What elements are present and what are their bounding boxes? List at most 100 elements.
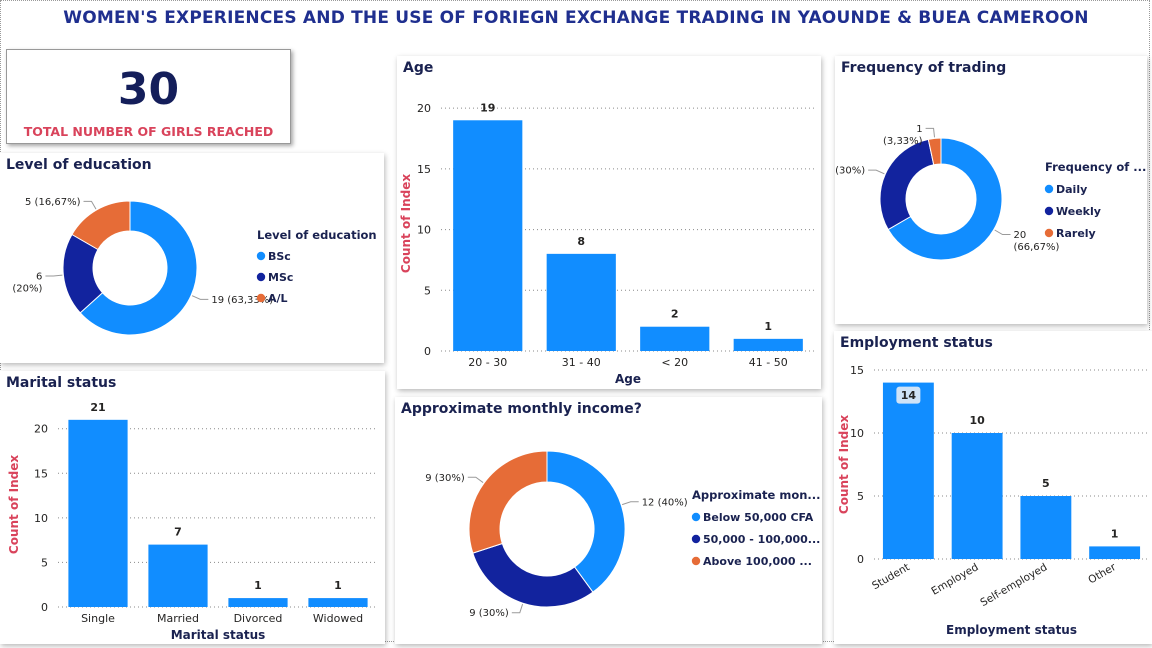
employment-data-label: 1 — [1111, 527, 1119, 540]
income-title: Approximate monthly income? — [401, 401, 642, 417]
education-slice — [79, 200, 198, 336]
education-title: Level of education — [6, 157, 152, 173]
employment-data-label: 14 — [901, 389, 917, 402]
marital-x-axis-title: Marital status — [171, 628, 266, 642]
marital-y-tick-label: 20 — [34, 423, 48, 436]
frequency-leader-line — [868, 169, 885, 175]
age-y-tick-label: 15 — [417, 163, 431, 176]
education-chart: 19 (63,33%) 6 (20%) 5 (16,67%) Level of educ… — [12, 197, 377, 336]
employment-bar — [1089, 546, 1141, 559]
income-legend-marker — [691, 534, 701, 544]
income-legend-marker — [691, 556, 701, 566]
employment-data-label-bg — [896, 386, 921, 404]
age-data-label: 1 — [764, 320, 772, 333]
age-bar — [640, 326, 710, 351]
age-x-tick-label: < 20 — [661, 356, 688, 369]
kpi-value: 30 — [117, 64, 180, 115]
marital-y-tick-label: 15 — [34, 467, 48, 480]
frequency-slice — [887, 137, 1003, 261]
age-title: Age — [403, 60, 434, 76]
marital-data-label: 21 — [90, 401, 105, 414]
income-legend-label: 50,000 - 100,000... — [703, 533, 820, 546]
education-legend-marker — [256, 272, 266, 282]
kpi-label: TOTAL NUMBER OF GIRLS REACHED — [23, 124, 274, 139]
income-slice — [546, 450, 626, 593]
marital-y-tick-label: 0 — [41, 601, 48, 614]
age-y-tick-label: 20 — [417, 102, 431, 115]
education-legend-marker — [256, 251, 266, 261]
marital-title: Marital status — [6, 375, 117, 391]
age-x-tick-label: 20 - 30 — [468, 356, 507, 369]
income-slice — [472, 542, 594, 608]
education-legend-marker — [256, 293, 266, 303]
income-chart: 12 (40%) 9 (30%) 9 (30%) Approximate mon...… — [425, 450, 821, 619]
employment-bar — [951, 433, 1003, 559]
income-leader-line — [511, 603, 524, 614]
education-leader-line — [45, 274, 63, 277]
marital-bar — [148, 544, 208, 607]
age-x-tick-label: 41 - 50 — [749, 356, 788, 369]
education-data-label: 19 (63,33%) — [211, 295, 273, 306]
frequency-legend-title: Frequency of ... — [1045, 160, 1146, 174]
frequency-legend-label: Daily — [1056, 183, 1087, 196]
frequency-data-label: 9 (30%) — [835, 166, 865, 177]
employment-y-tick-label: 10 — [850, 427, 864, 440]
frequency-legend-marker — [1044, 206, 1054, 216]
frequency-legend-label: Rarely — [1056, 227, 1096, 240]
marital-data-label: 7 — [174, 526, 182, 539]
frequency-slice — [879, 138, 935, 231]
marital-bar — [308, 598, 368, 607]
employment-data-label: 10 — [969, 414, 985, 427]
age-y-tick-label: 0 — [424, 345, 431, 358]
age-bar — [546, 253, 616, 351]
marital-bar — [228, 598, 288, 607]
income-leader-line — [467, 476, 484, 483]
age-bar — [733, 338, 803, 351]
kpi-card[interactable]: 30 TOTAL NUMBER OF GIRLS REACHED — [6, 49, 291, 144]
age-data-label: 19 — [480, 101, 495, 114]
education-legend-label: MSc — [268, 271, 293, 284]
education-slice — [71, 200, 131, 251]
employment-y-tick-label: 15 — [850, 364, 864, 377]
frequency-leader-line — [994, 229, 1011, 235]
income-legend-label: Below 50,000 CFA — [703, 511, 814, 524]
education-leader-line — [83, 200, 97, 210]
age-data-label: 2 — [671, 308, 679, 321]
income-leader-line — [621, 501, 639, 506]
frequency-card[interactable]: Frequency of trading 20(66,67%) 9 (30%) 1(… — [826, 56, 1147, 324]
age-x-axis-title: Age — [615, 372, 641, 386]
age-bar — [453, 120, 523, 352]
employment-y-tick-label: 5 — [857, 490, 864, 503]
income-slice — [468, 450, 548, 554]
age-x-tick-label: 31 - 40 — [562, 356, 601, 369]
marital-card[interactable]: Marital status 0 5 10 15 20 21 Single 7 Married 1… — [0, 371, 385, 644]
age-y-axis-title: Count of Index — [399, 174, 413, 273]
employment-bar — [1020, 496, 1072, 559]
age-data-label: 8 — [577, 235, 585, 248]
education-data-label: 6 (20%) — [12, 272, 42, 295]
income-data-label: 9 (30%) — [425, 473, 465, 484]
marital-y-tick-label: 5 — [41, 556, 48, 569]
employment-card[interactable]: Employment status 0 5 10 15 14 Student 10 Emplo… — [834, 331, 1152, 644]
education-legend-label: BSc — [268, 250, 291, 263]
employment-x-tick-label: Employed — [929, 561, 980, 598]
age-chart: 0 5 10 15 20 19 20 - 30 8 31 - 40 2 < 20 1 41 - 50 Ag… — [399, 101, 815, 386]
marital-y-tick-label: 10 — [34, 512, 48, 525]
frequency-slice — [927, 137, 942, 166]
education-legend-label: A/L — [268, 292, 288, 305]
age-card[interactable]: Age 0 5 10 15 20 19 20 - 30 8 31 - 40 2 < 20 1 41 - … — [397, 56, 821, 389]
income-card[interactable]: Approximate monthly income? 12 (40%) 9 (3… — [395, 397, 822, 644]
employment-y-tick-label: 0 — [857, 553, 864, 566]
dashboard-title: WOMEN'S EXPERIENCES AND THE USE OF FORIE… — [63, 8, 1089, 28]
employment-chart: 0 5 10 15 14 Student 10 Employed 5 Self-employed 1… — [837, 364, 1149, 637]
employment-x-tick-label: Self-employed — [978, 561, 1049, 609]
frequency-title: Frequency of trading — [841, 60, 1007, 76]
frequency-legend-marker — [1044, 228, 1054, 238]
marital-x-tick-label: Single — [81, 612, 115, 625]
age-y-tick-label: 5 — [424, 284, 431, 297]
education-legend-title: Level of education — [257, 228, 377, 242]
employment-data-label: 5 — [1042, 477, 1050, 490]
education-data-label: 5 (16,67%) — [25, 197, 81, 208]
education-card[interactable]: Level of education 19 (63,33%) 6 (20%) 5 (1… — [0, 153, 384, 363]
marital-bar — [68, 419, 128, 607]
